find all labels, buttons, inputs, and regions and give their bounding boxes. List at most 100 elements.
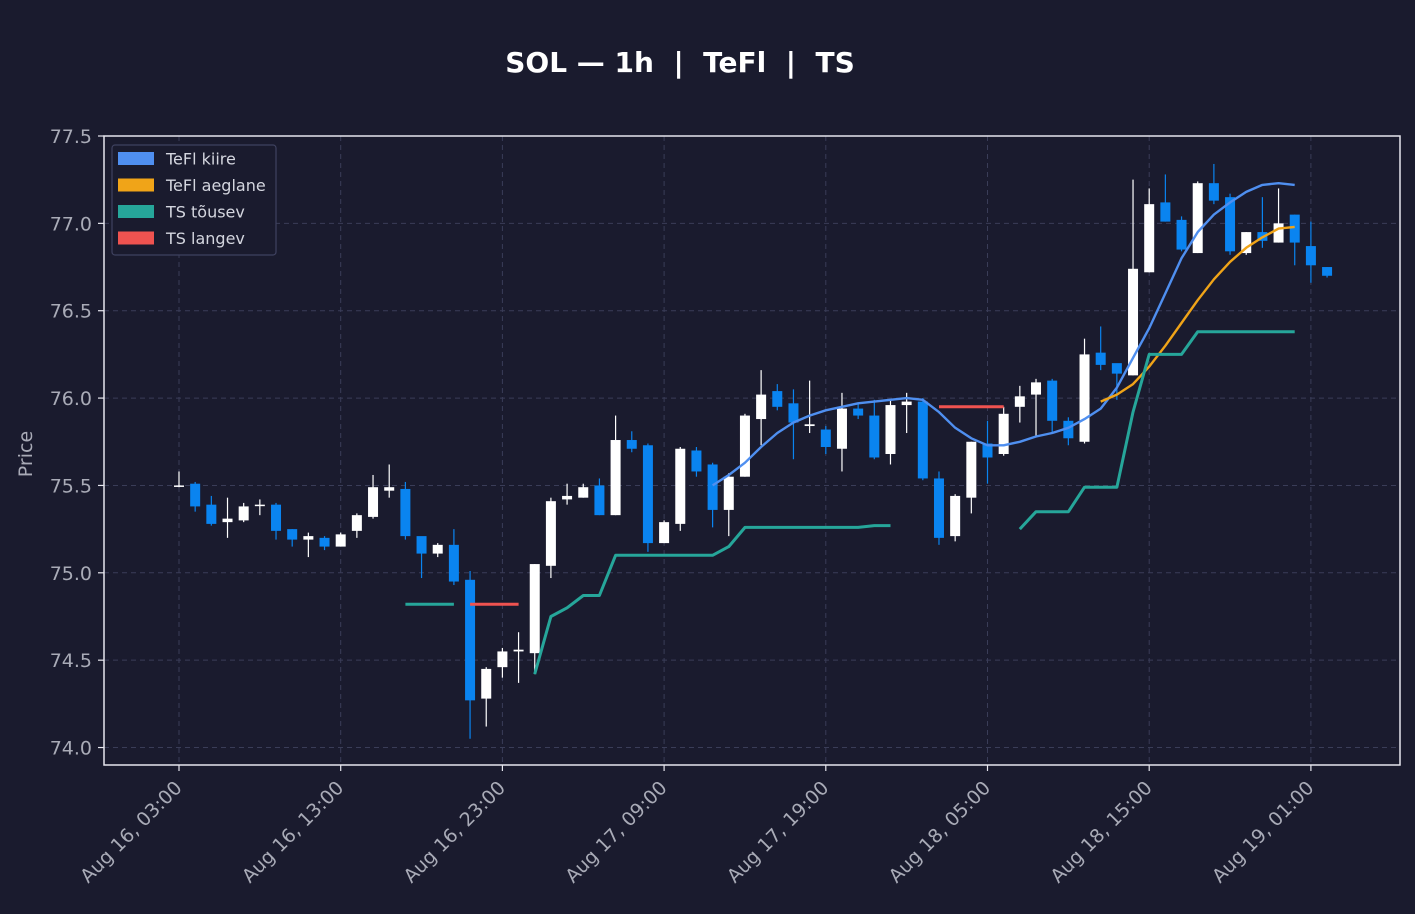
candles xyxy=(174,163,1333,739)
candle xyxy=(351,513,362,538)
y-tick-label: 75.5 xyxy=(50,475,92,497)
candle-body xyxy=(675,448,686,524)
candle-body xyxy=(351,515,362,531)
candle xyxy=(933,471,944,545)
candle-body xyxy=(804,424,815,427)
candle xyxy=(1047,378,1058,434)
candle xyxy=(206,495,217,526)
candle-body xyxy=(497,651,508,668)
candle xyxy=(966,441,977,514)
candle-body xyxy=(238,506,249,521)
candle xyxy=(756,370,767,446)
plot-area xyxy=(104,136,1400,765)
legend-swatch xyxy=(118,231,154,245)
y-axis: 74.0 74.5 75.0 75.5 76.0 76.5 77.0 77.5 xyxy=(50,126,104,760)
candle-body xyxy=(578,487,589,498)
candle xyxy=(642,443,653,552)
candle-body xyxy=(384,487,395,491)
candle xyxy=(917,398,928,481)
candle-body xyxy=(594,485,605,516)
candle xyxy=(238,502,249,523)
candle-body xyxy=(966,441,977,498)
candle-body xyxy=(368,487,379,517)
candle xyxy=(513,632,524,683)
legend-label: TeFl kiire xyxy=(165,150,236,169)
legend-swatch xyxy=(118,152,154,165)
candle xyxy=(1095,326,1106,371)
candle-body xyxy=(1079,354,1090,442)
candle-body xyxy=(820,429,831,448)
candle-body xyxy=(303,536,314,540)
candle xyxy=(1063,417,1074,446)
candle-body xyxy=(756,394,767,420)
candle xyxy=(820,426,831,454)
candle-body xyxy=(1192,183,1203,254)
candle xyxy=(1176,216,1187,252)
candle xyxy=(465,571,476,739)
candle-body xyxy=(1111,363,1122,374)
candle xyxy=(739,413,750,477)
candle xyxy=(368,474,379,519)
candle-body xyxy=(1208,183,1219,201)
candle-body xyxy=(1322,267,1333,276)
plot-frame xyxy=(103,135,1401,766)
chart-title: SOL — 1h | TeFl | TS xyxy=(505,46,855,79)
candle xyxy=(190,481,201,512)
candle-body xyxy=(1144,204,1155,273)
candle xyxy=(271,502,282,540)
candle xyxy=(287,529,298,547)
candle xyxy=(982,420,993,484)
candle xyxy=(869,399,880,460)
candle-body xyxy=(254,504,265,507)
candle-body xyxy=(174,485,184,487)
candle-body xyxy=(788,403,799,423)
candle xyxy=(853,403,864,420)
candle-body xyxy=(610,440,621,516)
series-line xyxy=(711,181,1295,487)
legend-swatch xyxy=(118,178,154,192)
legend-swatch xyxy=(118,205,154,218)
candle-body xyxy=(691,450,702,472)
candle xyxy=(998,406,1009,456)
candle-body xyxy=(1241,232,1252,254)
candle-body xyxy=(416,536,427,554)
candle xyxy=(222,497,233,538)
candle xyxy=(319,536,330,551)
candle-body xyxy=(772,391,783,407)
indicator-lines xyxy=(405,181,1295,675)
candle xyxy=(1273,188,1284,243)
candle-body xyxy=(1273,223,1284,243)
y-tick-label: 77.0 xyxy=(50,213,92,235)
candle-body xyxy=(869,415,880,458)
candle xyxy=(1192,181,1203,254)
candle-body xyxy=(1305,246,1316,266)
y-tick-label: 76.0 xyxy=(50,388,92,410)
candle-body xyxy=(1128,268,1139,376)
candle xyxy=(578,483,589,498)
candle-body xyxy=(271,504,282,531)
candle-body xyxy=(1289,214,1300,243)
candle xyxy=(885,399,896,465)
candle-body xyxy=(206,504,217,524)
y-tick-label: 74.5 xyxy=(50,650,92,672)
candle xyxy=(626,431,637,453)
y-axis-label: Price xyxy=(15,431,37,477)
candle xyxy=(1241,232,1252,255)
legend-box xyxy=(111,144,277,256)
legend-label: TS langev xyxy=(165,229,245,248)
candle-body xyxy=(626,440,637,449)
candle-body xyxy=(432,544,443,554)
candle-body xyxy=(481,668,492,699)
candle-body xyxy=(659,522,670,544)
candle-body xyxy=(1047,380,1058,421)
candle xyxy=(1305,221,1316,283)
candle xyxy=(448,529,459,586)
candle xyxy=(1322,267,1333,278)
candle xyxy=(691,447,702,477)
candle-body xyxy=(933,478,944,538)
candle xyxy=(788,389,799,460)
candle-body xyxy=(190,483,201,507)
candle-body xyxy=(1063,420,1074,439)
candle-body xyxy=(513,649,524,652)
